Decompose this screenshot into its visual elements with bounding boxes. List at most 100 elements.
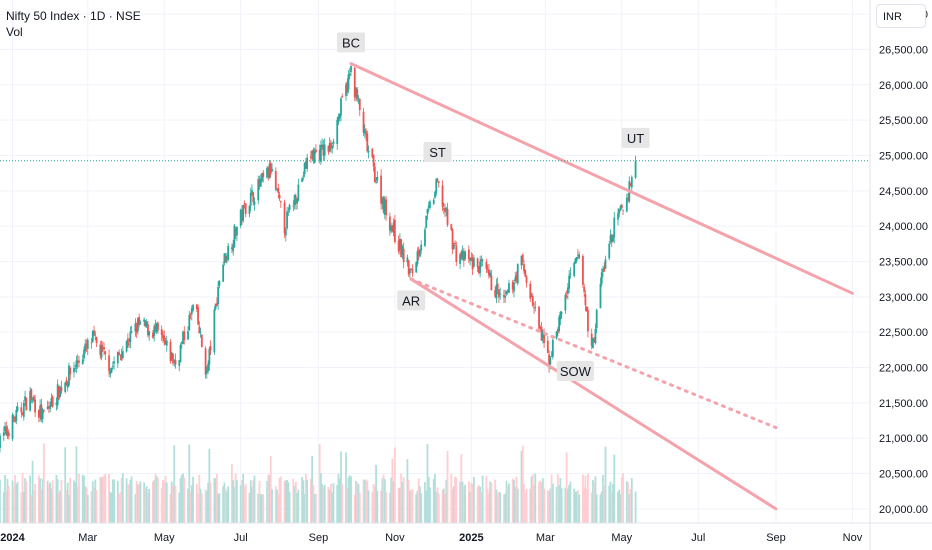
candle-body <box>425 215 428 228</box>
annotation-box[interactable] <box>423 141 452 162</box>
volume-bar <box>68 494 70 523</box>
candle-body <box>467 249 470 260</box>
y-tick-label: 24,000.00 <box>879 221 928 233</box>
volume-bar <box>523 484 525 523</box>
candle-body <box>494 289 497 297</box>
volume-bar <box>330 483 332 523</box>
volume-bar <box>279 476 282 523</box>
candle-body <box>195 304 198 309</box>
volume-bar <box>594 476 597 523</box>
volume-bar <box>274 486 277 523</box>
price-axis[interactable]: 27,000.0026,500.0026,000.0025,500.0025,0… <box>869 0 932 550</box>
candle-body <box>227 245 230 260</box>
candle-body <box>24 396 26 401</box>
candle-body <box>93 330 95 336</box>
volume-bar <box>367 490 370 523</box>
volume-bar <box>73 480 75 523</box>
volume-bar <box>459 481 461 523</box>
candle-body <box>91 331 94 342</box>
volume-bar <box>32 490 35 523</box>
volume-bar <box>477 485 480 523</box>
annotation-ut[interactable]: UT <box>627 131 644 146</box>
candle-body <box>450 224 453 230</box>
candle-body <box>239 209 242 226</box>
candle-body <box>51 396 54 407</box>
volume-label[interactable]: Vol <box>6 25 23 39</box>
annotation-bc[interactable]: BC <box>342 35 360 50</box>
candle-body <box>385 199 388 215</box>
volume-bar <box>590 492 593 523</box>
candle-body <box>372 154 375 167</box>
volume-bar <box>599 494 602 523</box>
volume-bar <box>205 491 208 523</box>
volume-bar <box>65 490 68 523</box>
volume-bar <box>21 473 24 523</box>
trendline-solid[interactable] <box>349 62 854 295</box>
candle-body <box>495 284 498 299</box>
candle-body <box>214 303 217 309</box>
candle-body <box>224 255 227 263</box>
annotation-box[interactable] <box>337 32 366 53</box>
candle-body <box>619 205 622 210</box>
volume-bar <box>445 479 448 523</box>
volume-bar <box>90 491 93 523</box>
candle-body <box>180 341 183 344</box>
candle-body <box>178 360 181 366</box>
annotation-box[interactable] <box>397 290 426 311</box>
volume-bar <box>157 477 159 523</box>
volume-bar <box>148 488 151 523</box>
annotation-ar[interactable]: AR <box>402 293 420 308</box>
candle-body <box>189 313 192 315</box>
y-tick-label: 26,500.00 <box>879 44 928 56</box>
annotation-sow[interactable]: SOW <box>560 364 592 379</box>
volume-bar <box>625 481 628 523</box>
volume-bar <box>224 488 227 523</box>
candle-body <box>390 225 393 232</box>
volume-bar <box>231 464 233 523</box>
candle-body <box>382 197 385 213</box>
candle-body <box>340 98 342 116</box>
trendline-dotted[interactable] <box>409 277 778 430</box>
candle-body <box>499 293 502 295</box>
candle-body <box>376 176 379 181</box>
x-tick-label: Mar <box>78 532 97 544</box>
volume-bar <box>593 482 596 523</box>
annotation-box[interactable] <box>621 127 650 148</box>
volume-bar <box>600 491 603 523</box>
annotation-st[interactable]: ST <box>429 145 446 160</box>
candle-body <box>120 354 123 361</box>
symbol-title[interactable]: Nifty 50 Index · 1D · NSE <box>6 9 141 23</box>
candle-body <box>147 324 149 336</box>
candle-body <box>249 192 252 206</box>
volume-bar <box>41 478 44 523</box>
currency-button[interactable]: INR <box>876 4 926 28</box>
candle-body <box>373 166 376 183</box>
candle-body <box>462 252 465 261</box>
volume-bar <box>603 485 606 523</box>
candle-body <box>435 178 438 194</box>
volume-bar <box>113 479 115 523</box>
candle-body <box>217 286 220 305</box>
candle-body <box>419 249 421 257</box>
candle-body <box>525 276 528 283</box>
volume-bar <box>55 474 58 523</box>
candle-body <box>11 414 14 439</box>
volume-bar <box>416 490 419 523</box>
volume-bar <box>608 485 611 523</box>
trendline-solid[interactable] <box>409 277 778 511</box>
candle-body <box>546 340 549 353</box>
y-tick-label: 24,500.00 <box>879 186 928 198</box>
volume-bar <box>479 486 482 523</box>
volume-bar <box>376 490 379 523</box>
volume-bar <box>461 481 464 523</box>
candle-body <box>469 258 472 262</box>
time-axis[interactable]: 2024 Mar May Jul Sep Nov 2025 Mar May Jul Sep Nov <box>0 522 932 544</box>
volume-bar <box>490 482 493 523</box>
candle-body <box>407 260 410 275</box>
candle-body <box>7 432 10 437</box>
annotation-box[interactable] <box>556 361 594 382</box>
candle-body <box>222 264 225 282</box>
volume-bar <box>345 452 347 523</box>
volume-bar <box>188 444 191 523</box>
